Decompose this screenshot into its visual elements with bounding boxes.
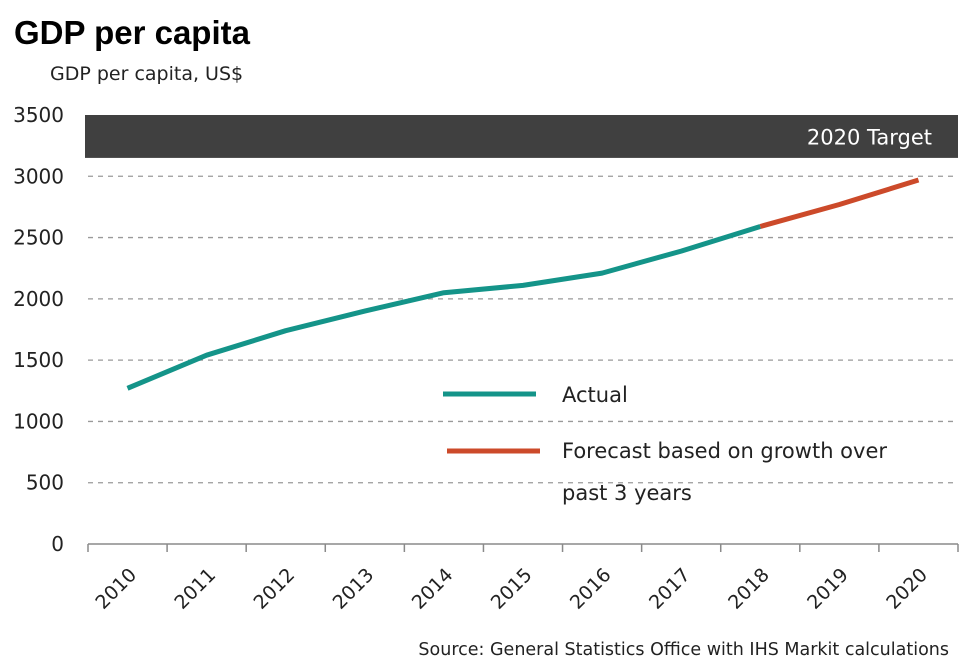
x-tick-label: 2016 xyxy=(566,564,616,614)
legend-label-forecast-line2: past 3 years xyxy=(562,481,692,505)
legend-label-forecast-line1: Forecast based on growth over xyxy=(562,439,887,463)
y-tick-label: 0 xyxy=(51,532,64,556)
x-tick-label: 2018 xyxy=(724,564,774,614)
y-tick-label: 500 xyxy=(26,471,64,495)
y-axis-ticks: 0 500 1000 1500 2000 2500 3000 3500 xyxy=(13,103,64,556)
target-band-rect xyxy=(85,115,958,158)
target-band-label: 2020 Target xyxy=(807,125,932,149)
x-tick-label: 2017 xyxy=(645,564,695,614)
series-line-forecast xyxy=(759,177,920,229)
x-tick-label: 2013 xyxy=(329,564,379,614)
legend-label-actual: Actual xyxy=(562,383,628,407)
target-band: 2020 Target xyxy=(85,115,958,158)
x-tick-label: 2010 xyxy=(91,564,141,614)
x-tick-label: 2014 xyxy=(408,564,458,614)
source-note: Source: General Statistics Office with I… xyxy=(418,640,949,660)
y-tick-label: 2000 xyxy=(13,287,64,311)
x-tick-label: 2011 xyxy=(170,564,220,614)
x-tick-label: 2020 xyxy=(882,564,932,614)
x-tick-label: 2019 xyxy=(803,564,853,614)
series-lines xyxy=(126,177,920,391)
y-tick-label: 3500 xyxy=(13,103,64,127)
y-tick-label: 3000 xyxy=(13,164,64,188)
y-axis-label: GDP per capita, US$ xyxy=(50,63,243,85)
chart-title: GDP per capita xyxy=(14,14,251,51)
x-tick-label: 2012 xyxy=(250,564,300,614)
y-tick-label: 2500 xyxy=(13,226,64,250)
series-line-actual xyxy=(126,224,762,391)
x-tick-label: 2015 xyxy=(487,564,537,614)
legend: Actual Forecast based on growth over pas… xyxy=(443,383,887,505)
gridlines xyxy=(88,175,958,484)
x-axis: 2010 2011 2012 2013 2014 2015 2016 2017 2018 2019… xyxy=(87,543,959,614)
y-tick-label: 1500 xyxy=(13,348,64,372)
y-tick-label: 1000 xyxy=(13,409,64,433)
